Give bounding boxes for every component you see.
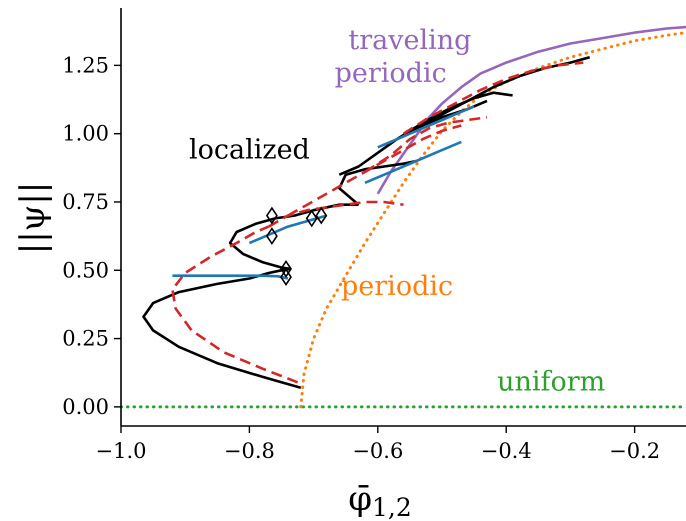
series-line-5 (337, 159, 417, 206)
series-line-12 (377, 105, 475, 149)
bifurcation-marker-4 (305, 209, 318, 228)
axes (120, 8, 686, 427)
annotations: localizedtravelingperiodicperiodicunifor… (189, 25, 605, 398)
bifurcation-marker-5 (315, 206, 328, 225)
x-axis-title-sub: 1,2 (372, 493, 412, 521)
series-line-2 (376, 25, 686, 195)
bifurcation-marker-2 (280, 259, 292, 278)
series-line-16 (364, 116, 488, 173)
y-tick-label-5: 1.25 (62, 53, 109, 77)
series-line-3 (142, 267, 302, 390)
series-line-17 (402, 61, 584, 135)
annotation-3: periodic (341, 271, 453, 302)
x-tick-label-2: −0.6 (352, 439, 403, 463)
y-axis-title: ||ψ|| (13, 182, 53, 254)
y-tick-label-4: 1.00 (62, 122, 109, 146)
series-line-13 (171, 225, 299, 384)
bifurcation-marker-3 (280, 268, 292, 287)
series-line-9 (172, 274, 289, 280)
series-line-10 (248, 214, 327, 245)
y-tick-label-3: 0.75 (62, 190, 109, 214)
x-axis-title-main: φ̄ (348, 479, 372, 519)
bifurcation-marker-0 (265, 206, 278, 225)
x-tick-label-4: −0.2 (609, 439, 660, 463)
y-tick-label-0: 0.00 (62, 395, 109, 419)
annotation-4: uniform (497, 366, 605, 397)
series-layer (121, 25, 686, 409)
annotation-0: localized (189, 134, 310, 165)
marker-layer (265, 206, 328, 287)
x-tick-label-0: −1.0 (96, 439, 147, 463)
ticks: −1.0 −0.8 −0.6 −0.4 −0.2 0.00 0.25 0.50 0.75 1.00… (62, 53, 660, 463)
series-line-11 (364, 140, 462, 184)
x-tick-label-3: −0.4 (481, 439, 532, 463)
annotation-1: traveling (348, 25, 471, 56)
annotation-2: periodic (335, 58, 447, 89)
x-tick-label-1: −0.8 (224, 439, 275, 463)
x-axis-title: φ̄1,2 (348, 479, 412, 521)
y-tick-label-1: 0.25 (62, 327, 109, 351)
bifurcation-marker-1 (265, 227, 278, 246)
y-tick-label-2: 0.50 (62, 258, 109, 282)
